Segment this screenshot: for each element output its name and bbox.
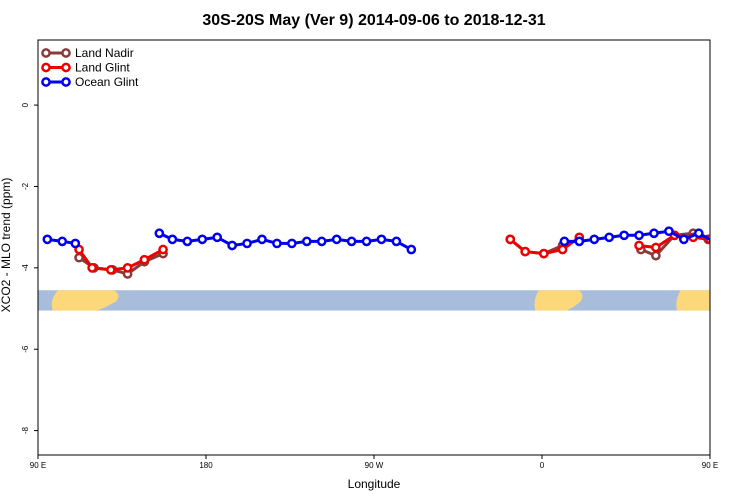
plot-frame — [37, 39, 711, 456]
data-point-ocean-glint — [559, 236, 570, 247]
y-tick-label: -8 — [21, 426, 30, 434]
legend-item-land-nadir: Land Nadir — [41, 46, 134, 60]
land-mass — [534, 290, 583, 311]
data-point-ocean-glint — [331, 234, 342, 245]
data-point-ocean-glint — [725, 238, 732, 245]
x-tick-label: 90 W — [365, 461, 384, 470]
data-point-ocean-glint — [70, 238, 81, 249]
data-point-ocean-glint — [272, 238, 282, 249]
ocean-band — [38, 290, 710, 311]
data-point-land-glint — [158, 244, 168, 255]
y-tick-label: -4 — [21, 264, 30, 272]
x-tick-label: 0 — [540, 461, 545, 470]
legend-marker — [41, 48, 51, 58]
data-point-ocean-glint — [589, 234, 600, 245]
data-point-ocean-glint — [664, 226, 674, 237]
plot-layer: 90 E 180 90 W 0 90 E 0 -2 -4 -6 -8 — [21, 39, 750, 470]
data-point-ocean-glint — [227, 240, 237, 251]
data-point-land-glint — [557, 244, 568, 255]
data-point-ocean-glint — [42, 234, 53, 245]
x-tick-label: 90 E — [702, 461, 718, 470]
series-land-glint — [74, 230, 710, 275]
data-point-land-glint — [520, 246, 531, 257]
data-point-ocean-glint — [619, 230, 629, 241]
data-point-ocean-glint — [154, 228, 165, 239]
legend-marker — [41, 77, 51, 87]
legend-item-land-glint: Land Glint — [41, 61, 130, 75]
data-point-ocean-glint — [649, 228, 659, 239]
series-line-ocean-glint — [158, 231, 413, 251]
data-point-ocean-glint — [406, 244, 417, 255]
data-point-ocean-glint — [361, 236, 372, 247]
y-axis-label: XCO2 - MLO trend (ppm) — [0, 178, 13, 313]
land-ocean-band — [38, 290, 750, 311]
data-point-ocean-glint — [301, 236, 312, 247]
x-tick-label: 180 — [199, 461, 213, 470]
land-mass — [744, 290, 750, 310]
legend-label: Ocean Glint — [75, 75, 139, 89]
y-tick-label: -6 — [21, 345, 30, 353]
data-point-ocean-glint — [212, 232, 223, 243]
data-point-ocean-glint — [376, 234, 387, 245]
data-point-ocean-glint — [242, 238, 252, 249]
data-point-ocean-glint — [182, 236, 193, 247]
data-point-ocean-glint — [257, 234, 267, 245]
data-point-ocean-glint — [708, 238, 710, 245]
legend-marker — [61, 77, 71, 87]
data-point-ocean-glint — [287, 238, 297, 249]
data-point-land-nadir — [651, 250, 661, 261]
legend-marker — [61, 62, 71, 73]
data-point-ocean-glint — [197, 234, 208, 245]
data-point-land-glint — [505, 234, 516, 245]
data-point-ocean-glint — [679, 234, 689, 245]
data-point-ocean-glint — [346, 236, 357, 247]
land-mass — [676, 290, 710, 311]
data-point-land-glint — [139, 254, 150, 265]
data-point-land-glint — [122, 262, 133, 273]
series-line-ocean-glint — [564, 229, 710, 243]
x-axis-label: Longitude — [348, 477, 401, 491]
legend-item-ocean-glint: Ocean Glint — [41, 75, 139, 89]
data-point-ocean-glint — [740, 240, 747, 247]
series-ocean-glint — [42, 226, 747, 255]
x-tick-label: 90 E — [30, 461, 46, 470]
land-mass — [51, 290, 119, 311]
data-point-ocean-glint — [391, 236, 402, 247]
data-point-land-glint — [651, 242, 661, 253]
data-point-ocean-glint — [316, 236, 327, 247]
series-layer — [42, 226, 747, 279]
legend-marker — [61, 48, 71, 58]
data-point-ocean-glint — [634, 230, 644, 241]
data-point-land-glint — [634, 240, 644, 251]
data-point-ocean-glint — [693, 228, 704, 239]
chart-title: 30S-20S May (Ver 9) 2014-09-06 to 2018-1… — [202, 12, 545, 29]
data-point-land-glint — [539, 248, 549, 259]
legend-label: Land Glint — [75, 61, 130, 75]
data-point-ocean-glint — [167, 234, 178, 245]
y-tick-label: 0 — [21, 102, 30, 107]
data-point-ocean-glint — [574, 236, 585, 247]
data-point-ocean-glint — [57, 236, 68, 247]
legend-label: Land Nadir — [75, 46, 134, 60]
data-point-land-glint — [105, 265, 116, 275]
legend-marker — [41, 62, 51, 73]
data-point-ocean-glint — [604, 232, 615, 243]
data-point-land-glint — [87, 262, 97, 273]
y-tick-label: -2 — [21, 182, 30, 190]
